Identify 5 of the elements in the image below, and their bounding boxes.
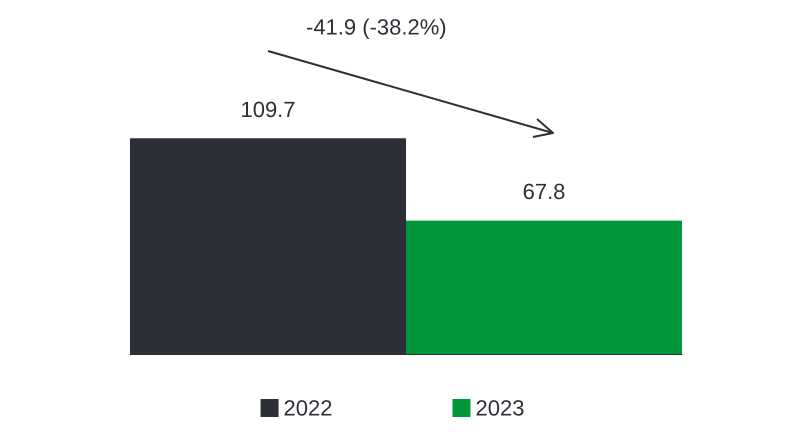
data-label: 109.7 [240, 96, 296, 122]
text: -41.9 (-38.2%) [306, 14, 447, 40]
data-label: 67.8 [522, 179, 566, 204]
legend-label: 2022 [284, 396, 333, 420]
legend-label: 2023 [476, 396, 524, 420]
